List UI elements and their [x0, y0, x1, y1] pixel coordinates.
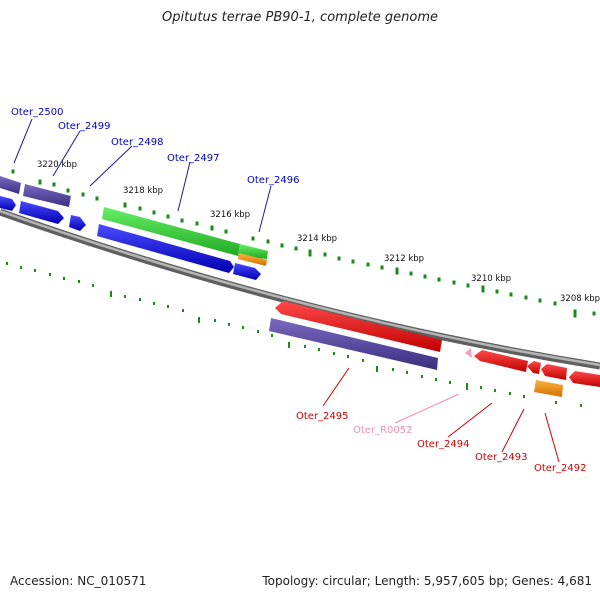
gene-label-oter-2497[interactable]: Oter_2497	[167, 153, 220, 164]
gene-label-oter-2499[interactable]: Oter_2499	[58, 121, 111, 132]
gene-label-oter-2494[interactable]: Oter_2494	[417, 439, 470, 450]
orange-feature	[238, 253, 267, 266]
backbone	[0, 208, 600, 370]
misc-forward-track	[102, 207, 268, 266]
ruler-ticks-lower	[6, 262, 582, 407]
gene-arrow	[19, 201, 64, 224]
gene-label-oter-2493[interactable]: Oter_2493	[475, 452, 528, 463]
cog-forward-track	[0, 176, 71, 207]
gene-arrow	[0, 196, 16, 211]
gene-label-oter-2496[interactable]: Oter_2496	[247, 175, 300, 186]
callouts-reverse	[322, 367, 560, 463]
gene-arrow	[275, 301, 442, 352]
cds-reverse-track	[275, 301, 600, 387]
gene-arrow	[474, 350, 528, 372]
green-feature	[102, 207, 240, 256]
ruler-ticks-upper	[11, 169, 596, 318]
rna-feature	[465, 348, 472, 358]
cog-feature	[23, 184, 71, 207]
orange-feature	[534, 380, 563, 397]
gene-label-oter-r0052[interactable]: Oter_R0052	[353, 425, 412, 436]
ruler-labels: 3220 kbp 3218 kbp 3216 kbp 3214 kbp 3212…	[37, 160, 600, 304]
cog-feature	[269, 318, 438, 370]
gene-arrow	[527, 361, 541, 374]
ruler-label: 3214 kbp	[297, 234, 337, 244]
topology-label: Topology: circular; Length: 5,957,605 bp…	[262, 574, 592, 588]
ruler-label: 3220 kbp	[37, 160, 77, 170]
map-title: Opitutus terrae PB90-1, complete genome	[161, 10, 439, 25]
gene-arrow	[233, 263, 261, 280]
accession-label: Accession: NC_010571	[10, 574, 147, 588]
gene-labels-forward: Oter_2500 Oter_2499 Oter_2498 Oter_2497 …	[11, 107, 300, 186]
gene-arrow	[97, 224, 234, 273]
ruler-label: 3216 kbp	[210, 210, 250, 220]
ruler-label: 3208 kbp	[560, 294, 600, 304]
gene-arrow	[69, 215, 86, 231]
ruler-label: 3218 kbp	[123, 186, 163, 196]
gene-label-oter-2492[interactable]: Oter_2492	[534, 463, 587, 474]
cog-feature	[0, 176, 21, 194]
ruler-label: 3210 kbp	[471, 274, 511, 284]
callouts-forward	[13, 118, 272, 233]
gene-label-oter-2498[interactable]: Oter_2498	[111, 137, 164, 148]
cds-forward-track	[0, 196, 261, 280]
cog-reverse-track	[269, 318, 563, 397]
gene-arrow	[569, 371, 600, 387]
gene-label-oter-2500[interactable]: Oter_2500	[11, 107, 64, 118]
gene-arrow	[541, 364, 567, 380]
gene-labels-reverse: Oter_2495 Oter_R0052 Oter_2494 Oter_2493…	[296, 411, 587, 474]
ruler-label: 3212 kbp	[384, 254, 424, 264]
gene-label-oter-2495[interactable]: Oter_2495	[296, 411, 349, 422]
